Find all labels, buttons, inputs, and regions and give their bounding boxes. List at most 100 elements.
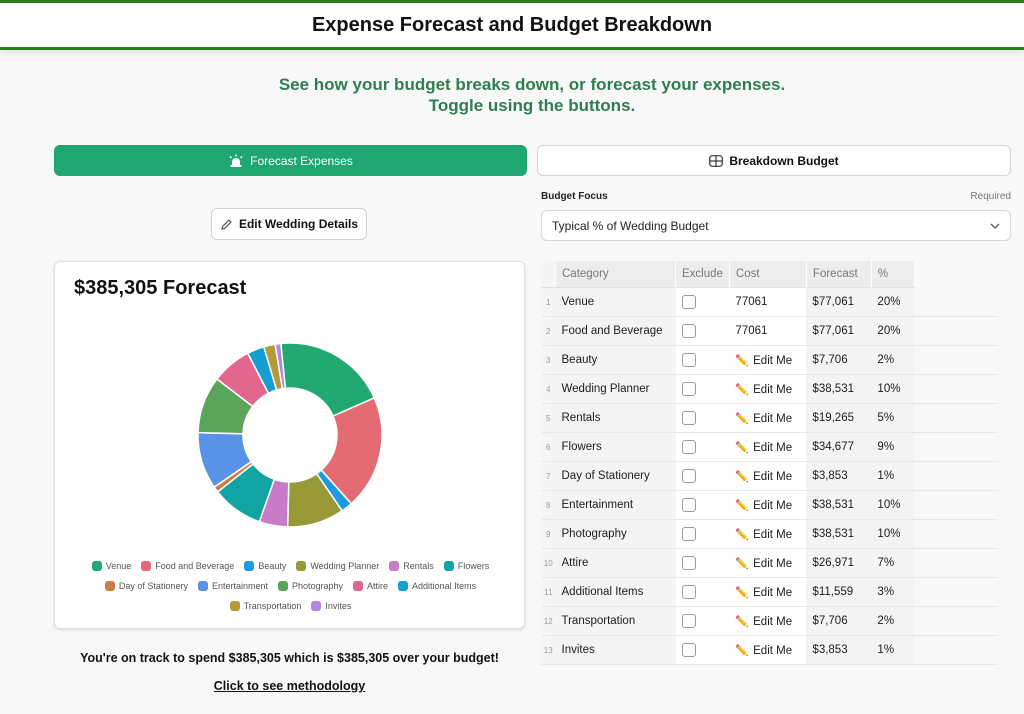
legend-swatch <box>244 560 255 571</box>
legend-item[interactable]: Transportation <box>229 599 301 612</box>
legend-label: Day of Stationery <box>118 580 188 591</box>
row-spacer <box>914 577 999 607</box>
legend-item[interactable]: Photography <box>277 579 344 592</box>
legend-swatch <box>398 580 409 591</box>
legend-item[interactable]: Venue <box>91 559 131 572</box>
legend-label: Food and Beverage <box>155 560 235 571</box>
category-cell: Transportation <box>555 606 676 636</box>
exclude-cell <box>675 432 730 462</box>
forecast-chart-card: $385,305 Forecast Venue Food and Beverage… <box>54 261 525 629</box>
chart-legend: Venue Food and Beverage Beauty Wedding Plan… <box>67 559 514 612</box>
legend-item[interactable]: Beauty <box>244 559 286 572</box>
row-index: 4 <box>541 374 556 404</box>
cost-header[interactable]: Cost <box>729 261 807 288</box>
category-cell: Photography <box>555 519 676 549</box>
legend-label: Photography <box>291 580 344 591</box>
cost-cell[interactable]: ✏️ Edit Me <box>729 374 807 404</box>
exclude-checkbox[interactable] <box>681 440 696 454</box>
exclude-cell <box>675 635 730 665</box>
percent-header[interactable]: % <box>871 261 915 288</box>
cost-value: Edit Me <box>753 470 793 483</box>
exclude-cell <box>675 374 730 404</box>
legend-item[interactable]: Additional Items <box>398 579 476 592</box>
legend-label: Flowers <box>457 560 490 571</box>
exclude-checkbox[interactable] <box>681 498 696 512</box>
legend-item[interactable]: Flowers <box>443 559 490 572</box>
cost-cell[interactable]: ✏️ Edit Me <box>729 403 807 433</box>
exclude-cell <box>675 490 730 520</box>
forecast-cell: $38,531 <box>806 519 872 549</box>
breakdown-budget-button[interactable]: Breakdown Budget <box>537 145 1011 176</box>
legend-item[interactable]: Food and Beverage <box>141 559 234 572</box>
exclude-checkbox[interactable] <box>681 556 696 570</box>
pencil-icon: ✏️ <box>735 586 750 599</box>
row-index: 13 <box>541 635 556 665</box>
edit-wedding-details-button[interactable]: Edit Wedding Details <box>211 208 367 240</box>
legend-label: Beauty <box>258 560 287 571</box>
percent-cell: 9% <box>871 432 915 462</box>
exclude-cell <box>675 519 730 549</box>
exclude-checkbox[interactable] <box>681 527 696 541</box>
legend-swatch <box>104 580 115 591</box>
cost-value: Edit Me <box>753 557 793 570</box>
legend-item[interactable]: Invites <box>311 599 351 612</box>
category-cell: Attire <box>555 548 676 578</box>
cost-cell[interactable]: ✏️ Edit Me <box>729 461 807 491</box>
exclude-cell <box>675 287 730 317</box>
budget-focus-select[interactable]: Typical % of Wedding Budget <box>541 210 1011 241</box>
category-header[interactable]: Category <box>555 261 676 288</box>
exclude-checkbox[interactable] <box>681 585 696 599</box>
cost-cell[interactable]: ✏️ Edit Me <box>729 635 807 665</box>
exclude-checkbox[interactable] <box>681 469 696 483</box>
row-spacer <box>914 287 999 317</box>
donut-slice[interactable] <box>274 342 287 390</box>
legend-item[interactable]: Rentals <box>389 559 434 572</box>
cost-cell[interactable]: ✏️ Edit Me <box>729 345 807 375</box>
legend-label: Additional Items <box>412 580 477 591</box>
cost-cell[interactable]: 77061 <box>729 287 807 317</box>
row-spacer <box>914 432 999 462</box>
legend-label: Entertainment <box>211 580 268 591</box>
cost-cell[interactable]: ✏️ Edit Me <box>729 548 807 578</box>
grid-icon <box>709 154 724 167</box>
intro-line-1: See how your budget breaks down, or fore… <box>278 75 786 94</box>
table-row: 1 Venue 77061 $77,061 20% <box>541 287 999 317</box>
pencil-icon: ✏️ <box>735 441 750 454</box>
forecast-expenses-button[interactable]: Forecast Expenses <box>54 145 527 176</box>
cost-cell[interactable]: ✏️ Edit Me <box>729 519 807 549</box>
cost-cell[interactable]: ✏️ Edit Me <box>729 606 807 636</box>
exclude-header[interactable]: Exclude <box>675 261 730 288</box>
legend-item[interactable]: Attire <box>353 579 388 592</box>
percent-cell: 2% <box>871 345 915 375</box>
exclude-checkbox[interactable] <box>681 643 696 657</box>
row-index: 7 <box>541 461 556 491</box>
row-spacer <box>914 374 999 404</box>
legend-item[interactable]: Entertainment <box>197 579 268 592</box>
cost-cell[interactable]: ✏️ Edit Me <box>729 577 807 607</box>
exclude-checkbox[interactable] <box>681 382 696 396</box>
donut-chart <box>197 342 383 528</box>
forecast-header[interactable]: Forecast <box>806 261 872 288</box>
percent-cell: 20% <box>871 287 915 317</box>
cost-value: Edit Me <box>753 528 793 541</box>
exclude-checkbox[interactable] <box>681 324 696 338</box>
exclude-checkbox[interactable] <box>681 295 696 309</box>
row-index: 8 <box>541 490 556 520</box>
legend-item[interactable]: Day of Stationery <box>104 579 188 592</box>
exclude-checkbox[interactable] <box>681 411 696 425</box>
legend-item[interactable]: Wedding Planner <box>296 559 379 572</box>
exclude-checkbox[interactable] <box>681 353 696 367</box>
cost-cell[interactable]: ✏️ Edit Me <box>729 490 807 520</box>
required-label: Required <box>970 191 1011 202</box>
forecast-cell: $77,061 <box>806 316 872 346</box>
category-cell: Invites <box>555 635 676 665</box>
exclude-checkbox[interactable] <box>681 614 696 628</box>
forecast-cell: $26,971 <box>806 548 872 578</box>
category-cell: Rentals <box>555 403 676 433</box>
cost-value: Edit Me <box>753 644 793 657</box>
cost-cell[interactable]: 77061 <box>729 316 807 346</box>
forecast-cell: $38,531 <box>806 374 872 404</box>
row-index: 10 <box>541 548 556 578</box>
cost-cell[interactable]: ✏️ Edit Me <box>729 432 807 462</box>
methodology-link[interactable]: Click to see methodology <box>213 679 366 693</box>
